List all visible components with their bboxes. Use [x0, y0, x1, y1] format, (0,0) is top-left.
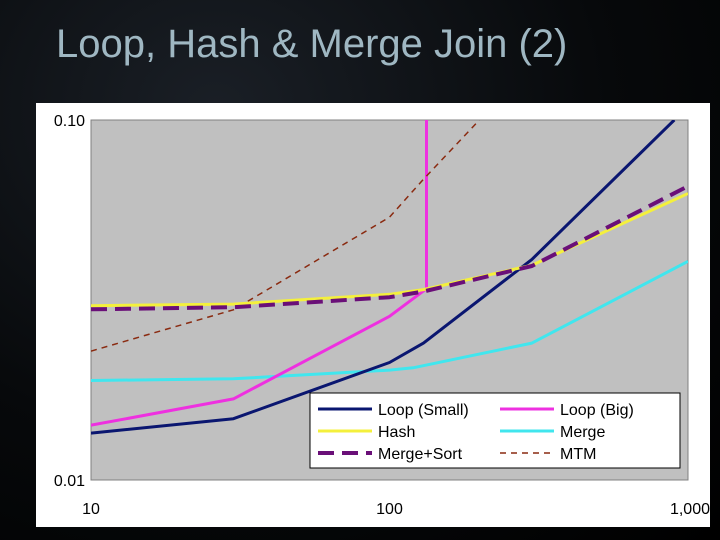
slide-title: Loop, Hash & Merge Join (2) [56, 22, 568, 66]
series-line-merge [91, 259, 688, 382]
series-line-loop-big [91, 120, 428, 427]
legend-label: MTM [560, 446, 596, 463]
tick-layer: 0.01 0.10 10 100 1,000 [54, 113, 710, 518]
x-tick-label: 10 [82, 501, 100, 518]
legend-label: Merge [560, 424, 605, 441]
legend-label: Hash [378, 424, 415, 441]
y-tick-label: 0.01 [54, 473, 85, 490]
chart-panel: 0.01 0.10 10 100 1,000 Loop (Small) Loop (Big… [36, 103, 710, 527]
chart-legend: Loop (Small) Loop (Big) Hash Merge Merge+Sor… [309, 392, 681, 469]
x-tick-label: 100 [376, 501, 403, 518]
legend-label: Loop (Big) [560, 402, 634, 419]
legend-label: Loop (Small) [378, 402, 469, 419]
y-tick-label: 0.10 [54, 113, 85, 130]
legend-label: Merge+Sort [378, 446, 463, 463]
series-line-mtm [91, 120, 480, 352]
series-line-loop-small [91, 120, 676, 435]
line-chart: 0.01 0.10 10 100 1,000 Loop (Small) Loop (Big… [54, 113, 710, 518]
series-layer [91, 120, 688, 435]
x-tick-label: 1,000 [670, 501, 710, 518]
series-line-merge-sort [91, 184, 688, 312]
series-line-hash [91, 192, 688, 308]
